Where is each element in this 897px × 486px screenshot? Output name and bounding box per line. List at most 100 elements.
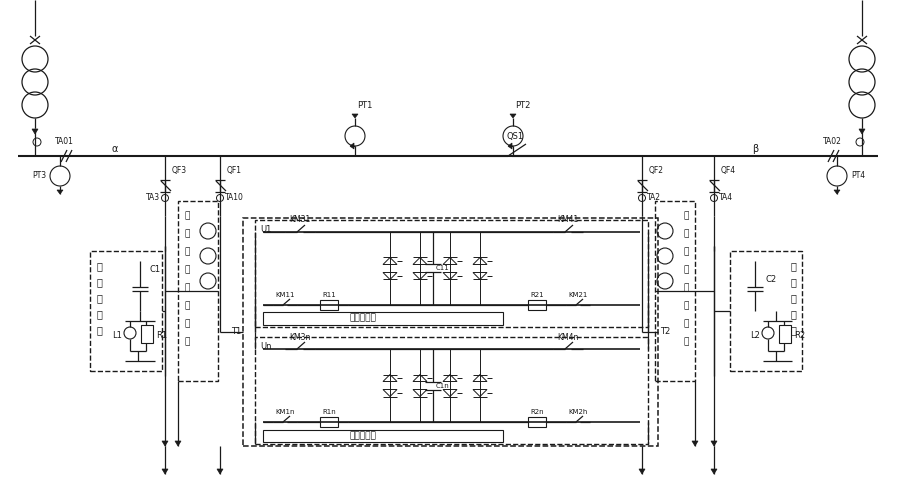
Text: 相: 相 xyxy=(684,229,689,239)
Text: 多: 多 xyxy=(684,247,689,257)
Bar xyxy=(779,325,791,343)
Polygon shape xyxy=(510,114,516,118)
Text: Un: Un xyxy=(260,342,272,351)
Text: L2: L2 xyxy=(750,330,760,340)
Polygon shape xyxy=(162,469,168,474)
Text: U1: U1 xyxy=(260,225,272,234)
Text: KM2h: KM2h xyxy=(569,409,588,415)
Text: QS1: QS1 xyxy=(507,132,524,140)
Polygon shape xyxy=(711,469,717,474)
Text: QF3: QF3 xyxy=(172,167,187,175)
Polygon shape xyxy=(350,143,354,149)
Text: TA10: TA10 xyxy=(225,193,244,203)
Text: KM3n: KM3n xyxy=(290,332,310,342)
Text: TA02: TA02 xyxy=(823,138,842,146)
Text: 相: 相 xyxy=(184,229,189,239)
Bar xyxy=(528,417,546,427)
Text: C2: C2 xyxy=(765,275,776,283)
Text: 变流子模块: 变流子模块 xyxy=(350,432,377,441)
Text: T1: T1 xyxy=(231,328,241,336)
Text: 滤: 滤 xyxy=(96,293,102,303)
Text: 滤: 滤 xyxy=(790,293,796,303)
Text: TA01: TA01 xyxy=(55,138,74,146)
Polygon shape xyxy=(834,190,840,194)
Text: T2: T2 xyxy=(660,328,670,336)
Text: 组: 组 xyxy=(684,283,689,293)
Text: 变: 变 xyxy=(184,301,189,311)
Polygon shape xyxy=(859,129,865,134)
Text: R2n: R2n xyxy=(530,409,544,415)
Text: 绕: 绕 xyxy=(184,265,189,275)
Polygon shape xyxy=(175,441,181,446)
Text: α: α xyxy=(112,144,118,154)
Bar xyxy=(320,300,338,310)
Text: C1: C1 xyxy=(150,264,161,274)
Bar xyxy=(255,337,648,444)
Text: PT2: PT2 xyxy=(515,102,530,110)
Bar xyxy=(320,417,338,427)
Text: 波: 波 xyxy=(96,309,102,319)
Polygon shape xyxy=(711,441,717,446)
Text: KM1n: KM1n xyxy=(275,409,295,415)
Text: 通: 通 xyxy=(790,277,796,287)
Text: R11: R11 xyxy=(322,292,335,298)
Text: 器: 器 xyxy=(790,325,796,335)
Bar xyxy=(243,218,658,446)
Text: 波: 波 xyxy=(790,309,796,319)
Text: 组: 组 xyxy=(184,283,189,293)
Text: KM11: KM11 xyxy=(275,292,295,298)
Text: 压: 压 xyxy=(184,319,189,329)
Bar xyxy=(141,325,153,343)
Text: 器: 器 xyxy=(184,337,189,347)
Text: 多: 多 xyxy=(184,247,189,257)
Bar xyxy=(655,201,695,381)
Polygon shape xyxy=(57,190,63,194)
Bar xyxy=(730,251,802,371)
Bar xyxy=(178,201,218,381)
Text: 绕: 绕 xyxy=(684,265,689,275)
Text: TA3: TA3 xyxy=(146,193,160,203)
Text: 通: 通 xyxy=(96,277,102,287)
Text: 器: 器 xyxy=(684,337,689,347)
Text: 高: 高 xyxy=(96,261,102,271)
Text: KM41: KM41 xyxy=(557,215,579,225)
Text: 压: 压 xyxy=(684,319,689,329)
Text: 变: 变 xyxy=(684,301,689,311)
Text: R21: R21 xyxy=(530,292,544,298)
Bar xyxy=(255,220,648,327)
Polygon shape xyxy=(32,129,38,134)
Text: KM31: KM31 xyxy=(290,215,310,225)
Text: PT1: PT1 xyxy=(357,102,372,110)
Polygon shape xyxy=(217,469,223,474)
Text: C11: C11 xyxy=(436,265,450,272)
Bar xyxy=(528,300,546,310)
Text: TA4: TA4 xyxy=(719,193,733,203)
Bar xyxy=(263,312,503,325)
Text: TA2: TA2 xyxy=(647,193,661,203)
Polygon shape xyxy=(639,469,645,474)
Text: PT4: PT4 xyxy=(851,172,865,180)
Text: QF4: QF4 xyxy=(721,167,736,175)
Bar xyxy=(263,430,503,442)
Text: L1: L1 xyxy=(112,330,122,340)
Text: 单: 单 xyxy=(184,211,189,221)
Text: β: β xyxy=(752,144,758,154)
Text: 变流子模块: 变流子模块 xyxy=(350,314,377,323)
Text: QF2: QF2 xyxy=(649,167,664,175)
Text: R2: R2 xyxy=(794,330,806,340)
Polygon shape xyxy=(508,143,512,149)
Text: R1: R1 xyxy=(156,330,167,340)
Polygon shape xyxy=(692,441,698,446)
Text: PT3: PT3 xyxy=(32,172,46,180)
Text: QF1: QF1 xyxy=(227,167,242,175)
Text: R1n: R1n xyxy=(322,409,335,415)
Text: KM21: KM21 xyxy=(569,292,588,298)
Text: 器: 器 xyxy=(96,325,102,335)
Polygon shape xyxy=(162,441,168,446)
Text: KM4n: KM4n xyxy=(557,332,579,342)
Text: 单: 单 xyxy=(684,211,689,221)
Bar xyxy=(90,251,162,371)
Text: 高: 高 xyxy=(790,261,796,271)
Text: C1n: C1n xyxy=(436,382,450,388)
Polygon shape xyxy=(352,114,358,118)
